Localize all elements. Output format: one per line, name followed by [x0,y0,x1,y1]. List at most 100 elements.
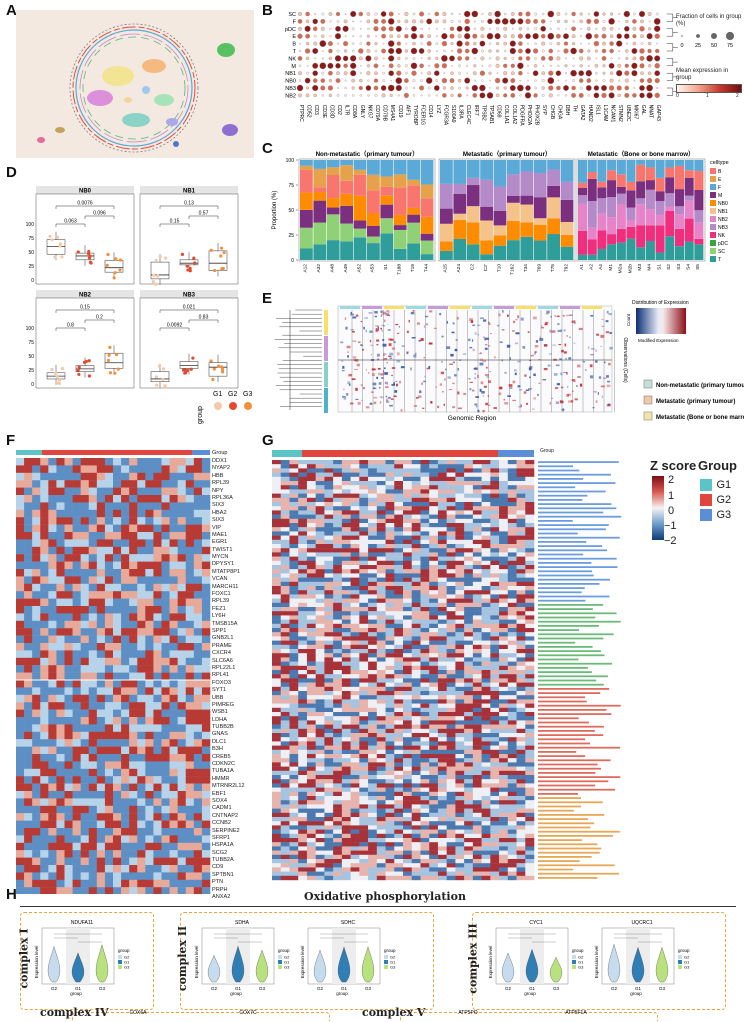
g-heat-cell [394,615,404,620]
f-heat-cell [201,465,211,473]
f-heat-cell [32,517,41,525]
f-heat-cell [80,598,90,607]
d-facet-title: NB2 [79,293,92,299]
g-heat-cell [359,497,369,503]
g-heat-cell [429,695,439,700]
c-bar-segment [493,235,507,246]
f-group-bar-g3 [192,450,210,455]
g-heat-cell [394,560,404,566]
g-heat-cell [324,598,334,603]
f-heat-cell [96,761,106,769]
f-heat-cell [80,872,90,880]
g-heat-cell [481,481,491,486]
dotplot-gene-label: CD3E [321,105,327,119]
g-heat-cell [437,556,447,561]
f-heat-cell [24,635,33,644]
g-heat-cell [420,464,430,469]
f-heat-cell [16,517,25,525]
e-cnv-cell [342,396,346,398]
f-heat-cell [169,569,178,577]
g-heat-cell [429,556,439,561]
f-heat-cell [129,650,138,658]
c-bar-segment [326,198,340,208]
c-bar-segment [578,160,588,183]
f-heat-cell [121,583,130,592]
g-heat-cell [324,506,334,511]
g-heat-cell [411,464,421,469]
f-heat-cell [48,606,57,614]
dotplot-row-label: F [293,19,297,25]
g-heat-cell [420,712,430,717]
panel-f-group-label: Group [212,450,228,456]
g-heat-cell [298,539,308,545]
f-heat-cell [113,754,122,762]
f-heat-cell [104,724,114,732]
f-heat-cell [161,569,170,577]
dotplot-gene-label: GAP43 [655,105,661,121]
c-sample-label: T162 [510,264,516,275]
e-cnv-cell [561,349,564,353]
f-heat-cell [129,672,138,681]
c-sample-label: S3 [676,264,682,270]
g-heat-cell [420,670,430,675]
f-heat-cell [185,650,195,658]
g-heat-cell [368,611,378,616]
g-heat-cell [446,481,456,486]
g-heat-cell [306,485,316,490]
dotplot-dot [343,49,348,53]
f-heat-cell [88,842,98,851]
g-heat-cell [481,623,491,629]
f-heat-cell [80,776,90,784]
dotplot-dot [578,92,584,98]
dotplot-dot [464,25,471,32]
f-heat-cell [169,798,178,806]
g-heat-cell [341,539,351,545]
f-heat-cell [64,569,73,577]
f-heat-cell [104,487,114,496]
g-heat-cell [298,493,308,498]
dotplot-dot [557,94,560,97]
f-heat-cell [137,724,146,732]
e-cnv-cell [377,358,380,361]
f-heat-cell [16,672,25,681]
g-heat-cell [359,674,369,679]
f-heat-cell [72,717,81,725]
f-heat-cell [104,798,114,806]
dotplot-dot [329,20,332,23]
dotplot-dot [426,18,433,25]
e-cnv-cell [471,339,474,342]
dotplot-dot [442,93,447,98]
g-heat-cell [516,623,526,629]
f-heat-cell [145,687,154,695]
g-heat-cell [516,678,526,683]
g-heat-cell [394,640,404,645]
f-heat-cell [32,768,41,777]
g-heat-cell [420,556,430,561]
e-cnv-cell [345,326,348,330]
dotplot-dot [352,94,355,97]
c-bar-segment [547,185,560,198]
f-heat-cell [32,865,41,873]
f-heat-cell [161,783,170,792]
g-heat-cell [403,485,413,490]
f-heat-cell [16,687,25,695]
f-heat-cell [32,509,41,518]
f-heat-cell [104,887,114,894]
dotplot-gene-label: TPSAB1 [488,105,494,124]
g-heat-cell [446,602,456,608]
f-heat-cell [56,569,65,577]
e-cnv-cell [423,325,426,329]
c-bar-segment [674,189,685,207]
f-heat-cell [169,879,178,888]
g-heat-cell [385,464,395,469]
d-point [106,358,111,362]
f-heat-cell [72,739,81,747]
g-heat-cell [490,703,500,708]
c-bar-segment [645,225,655,241]
g-heat-cell [394,623,404,629]
g-heat-cell [289,686,299,692]
e-chrom-band [494,306,514,309]
dotplot-dot [352,35,355,38]
c-bar-segment [587,227,597,240]
dotplot-dot [396,70,402,76]
